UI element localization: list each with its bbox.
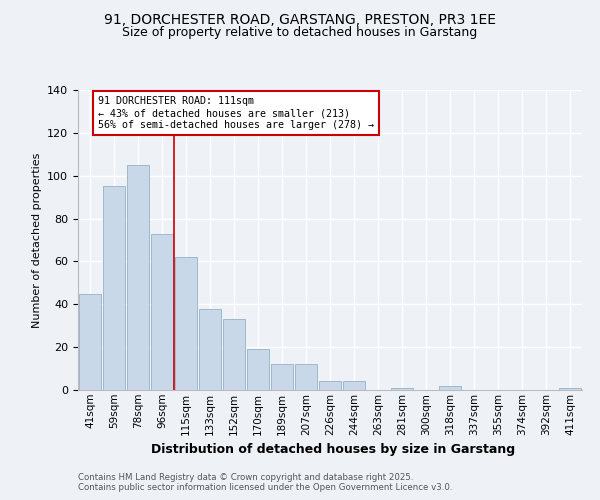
- Bar: [295, 364, 317, 390]
- Bar: [271, 364, 293, 390]
- Text: Size of property relative to detached houses in Garstang: Size of property relative to detached ho…: [122, 26, 478, 39]
- Y-axis label: Number of detached properties: Number of detached properties: [32, 152, 41, 328]
- Bar: [199, 308, 221, 390]
- Bar: [343, 382, 365, 390]
- Text: 91 DORCHESTER ROAD: 111sqm
← 43% of detached houses are smaller (213)
56% of sem: 91 DORCHESTER ROAD: 111sqm ← 43% of deta…: [98, 96, 374, 130]
- Bar: [391, 388, 413, 390]
- Text: Distribution of detached houses by size in Garstang: Distribution of detached houses by size …: [151, 442, 515, 456]
- Bar: [103, 186, 125, 390]
- Bar: [559, 388, 581, 390]
- Bar: [247, 350, 269, 390]
- Bar: [79, 294, 101, 390]
- Text: Contains HM Land Registry data © Crown copyright and database right 2025.: Contains HM Land Registry data © Crown c…: [78, 472, 413, 482]
- Bar: [439, 386, 461, 390]
- Bar: [319, 382, 341, 390]
- Bar: [175, 257, 197, 390]
- Text: Contains public sector information licensed under the Open Government Licence v3: Contains public sector information licen…: [78, 482, 452, 492]
- Bar: [223, 320, 245, 390]
- Bar: [151, 234, 173, 390]
- Bar: [127, 165, 149, 390]
- Text: 91, DORCHESTER ROAD, GARSTANG, PRESTON, PR3 1EE: 91, DORCHESTER ROAD, GARSTANG, PRESTON, …: [104, 12, 496, 26]
